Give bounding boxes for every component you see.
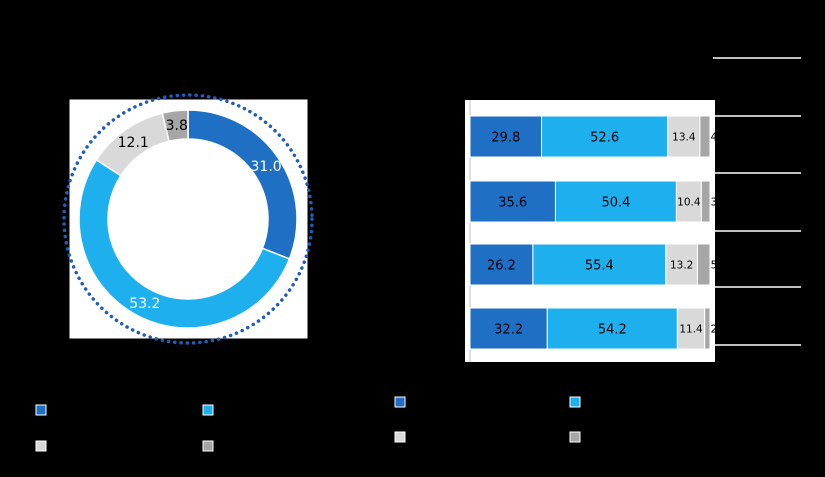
bar-segment (675, 180, 702, 223)
legend-swatch (35, 440, 47, 452)
bar-segment (665, 243, 699, 286)
bar-category-n: (n=500) (373, 141, 427, 156)
donut-value-label: 3.8 (166, 118, 188, 134)
bar-segment (667, 115, 701, 158)
legend-label: ややそう思う (583, 395, 667, 411)
bar-segment (700, 180, 711, 223)
legend-swatch (394, 431, 406, 443)
donut-slice (161, 109, 189, 143)
bar-category-label: 小1～小6 男性 (351, 247, 449, 265)
unit-label: (%) (671, 362, 685, 371)
bar-category-label: 小1～小6 女性 (351, 311, 449, 329)
bar-value-label: 10.4 (677, 197, 701, 209)
bar-segment (469, 115, 543, 158)
bar-segment (469, 307, 548, 350)
bar-value-label: 55.4 (585, 259, 614, 274)
bar-value-label: 4.2 (711, 132, 728, 144)
legend-swatch (394, 396, 406, 408)
bar-segment (697, 243, 711, 286)
bar-segment (541, 115, 669, 158)
bar-category-label: 未就学児 男性 (353, 119, 447, 137)
bar-value-label: 13.2 (670, 260, 693, 272)
bar-category-n: (n=500) (373, 269, 427, 284)
bar-segment (532, 243, 667, 286)
legend-label: そう思わない (583, 430, 667, 446)
legend-swatch (202, 440, 214, 452)
legend-label: あまりそう思わない (408, 430, 534, 446)
bar-value-label: 54.2 (598, 323, 627, 338)
legend-label: そう思う (408, 395, 464, 411)
bar-value-label: 29.8 (491, 131, 520, 146)
donut-chart: 31.0 53.2 12.1 3.8 (62, 93, 314, 345)
bar-value-label: 13.4 (672, 132, 696, 144)
bar-value-label: 32.2 (494, 323, 523, 338)
bar-category-label: 未就学児 女性 (353, 184, 447, 202)
donut-slice (78, 158, 291, 329)
bar-value-label: 5.2 (711, 260, 728, 272)
donut-value-label: 12.1 (118, 135, 149, 151)
bar-value-label: 11.4 (679, 324, 703, 336)
bar-value-label: 26.2 (487, 259, 516, 274)
bar-category-n: (n=500) (373, 206, 427, 221)
stacked-bar-chart: 29.8 52.6 13.4 4.2 35.6 50.4 10.4 3.6 26.2 55.4 13… (351, 57, 801, 371)
bar-value-label: 2.2 (711, 324, 728, 336)
bar-value-label: 52.6 (590, 131, 619, 146)
bar-value-label: 50.4 (601, 196, 630, 211)
bar-segment (469, 180, 556, 223)
bar-segment (704, 307, 711, 350)
donut-value-label: 31.0 (251, 159, 282, 175)
legend-swatch (35, 404, 47, 416)
bar-value-label: 3.6 (711, 197, 728, 209)
bar-segment (554, 180, 677, 223)
legend-label: あまりそう思わない (49, 439, 175, 455)
bar-value-label: 35.6 (498, 196, 527, 211)
legend-swatch (569, 396, 581, 408)
donut-value-label: 53.2 (129, 296, 160, 312)
bar-segment (469, 243, 534, 286)
legend-swatch (202, 404, 214, 416)
bar-category-n: (n=500) (373, 333, 427, 348)
legend-label: そう思う (49, 403, 105, 419)
bar-segment (699, 115, 711, 158)
legend-swatch (569, 431, 581, 443)
donut-dotted-ring (62, 93, 314, 345)
legend-label: ややそう思う (216, 403, 300, 419)
legend-label: そう思わない (216, 439, 300, 455)
